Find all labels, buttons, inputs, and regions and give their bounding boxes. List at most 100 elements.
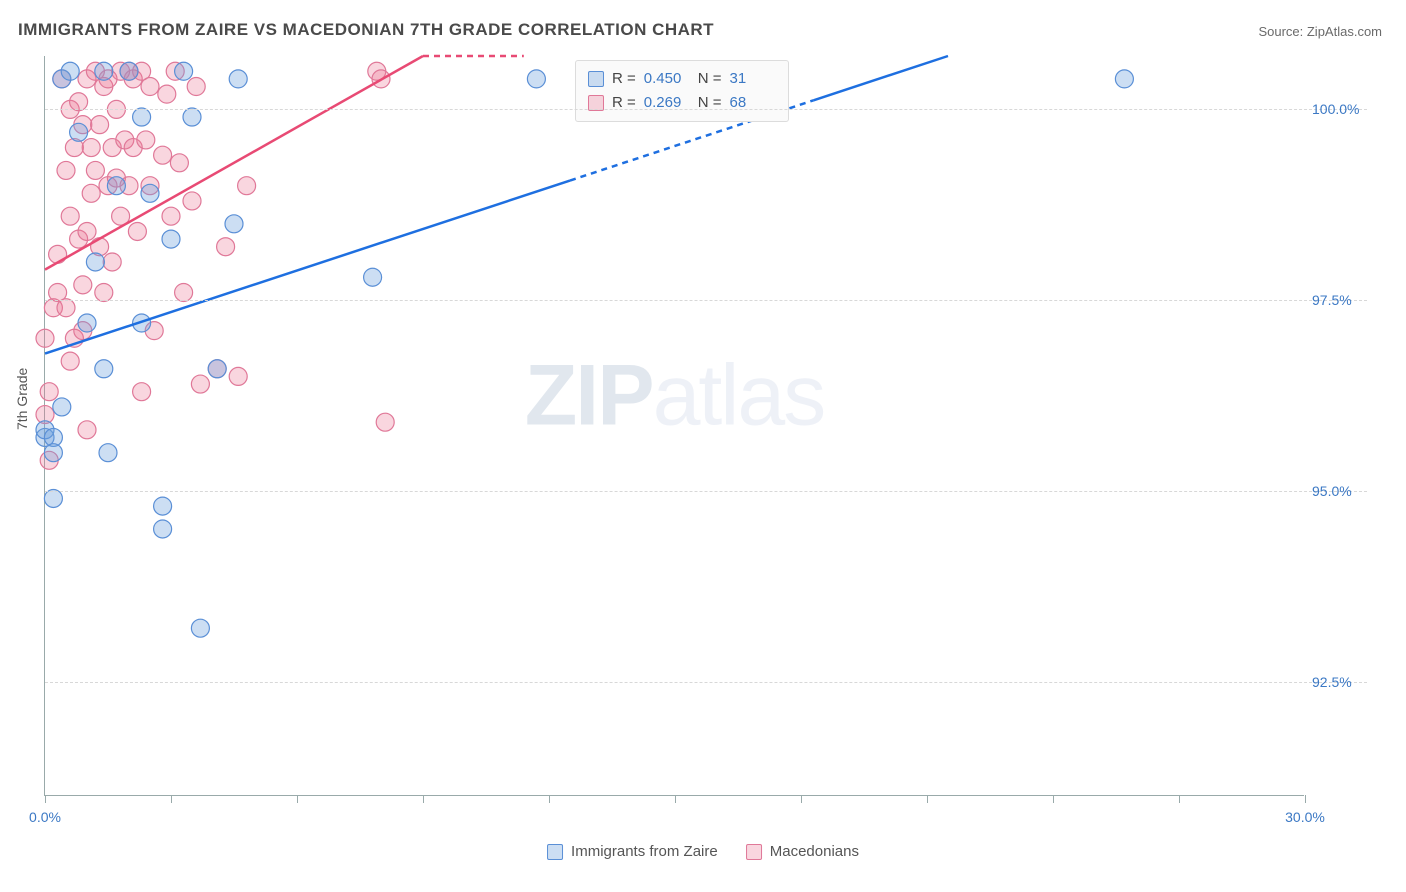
data-point: [133, 108, 151, 126]
x-tick-label: 30.0%: [1285, 809, 1325, 825]
data-point: [175, 283, 193, 301]
trend-line: [814, 56, 948, 100]
data-point: [82, 139, 100, 157]
data-point: [70, 123, 88, 141]
r-value: 0.269: [644, 91, 690, 115]
data-point: [175, 62, 193, 80]
data-point: [191, 375, 209, 393]
data-point: [162, 207, 180, 225]
n-value: 31: [730, 67, 776, 91]
data-point: [95, 283, 113, 301]
legend-swatch: [746, 844, 762, 860]
y-tick-label: 100.0%: [1312, 101, 1392, 117]
data-point: [40, 383, 58, 401]
series-label: Macedonians: [770, 843, 859, 860]
data-point: [57, 161, 75, 179]
data-point: [183, 192, 201, 210]
data-point: [99, 444, 117, 462]
x-tick: [45, 795, 46, 803]
source-label: Source: ZipAtlas.com: [1258, 24, 1382, 39]
y-tick-label: 92.5%: [1312, 674, 1392, 690]
y-tick-label: 97.5%: [1312, 292, 1392, 308]
data-point: [86, 161, 104, 179]
data-point: [78, 421, 96, 439]
n-label: N =: [698, 91, 722, 115]
data-point: [376, 413, 394, 431]
data-point: [208, 360, 226, 378]
data-point: [61, 352, 79, 370]
data-point: [95, 62, 113, 80]
data-point: [103, 253, 121, 271]
y-tick-label: 95.0%: [1312, 483, 1392, 499]
x-tick: [1305, 795, 1306, 803]
data-point: [187, 78, 205, 96]
data-point: [49, 245, 67, 263]
n-value: 68: [730, 91, 776, 115]
data-point: [61, 207, 79, 225]
data-point: [107, 177, 125, 195]
plot-area: ZIPatlas R =0.450N =31R =0.269N =68 92.5…: [44, 56, 1304, 796]
stats-legend-row: R = 0.269 N = 68: [588, 91, 776, 115]
data-point: [78, 222, 96, 240]
gridline: [45, 300, 1367, 301]
data-point: [95, 360, 113, 378]
data-point: [229, 70, 247, 88]
data-point: [191, 619, 209, 637]
data-point: [364, 268, 382, 286]
data-point: [217, 238, 235, 256]
legend-swatch: [588, 71, 604, 87]
data-point: [1115, 70, 1133, 88]
gridline: [45, 491, 1367, 492]
data-point: [154, 146, 172, 164]
x-tick: [423, 795, 424, 803]
data-point: [170, 154, 188, 172]
data-point: [225, 215, 243, 233]
data-point: [53, 398, 71, 416]
stats-legend: R = 0.450 N = 31 R = 0.269 N = 68: [575, 60, 789, 122]
bottom-legend-item: Immigrants from Zaire: [547, 843, 718, 860]
x-tick: [297, 795, 298, 803]
data-point: [128, 222, 146, 240]
legend-swatch: [547, 844, 563, 860]
data-point: [120, 62, 138, 80]
data-point: [78, 314, 96, 332]
r-label: R =: [612, 91, 636, 115]
gridline: [45, 682, 1367, 683]
data-point: [141, 184, 159, 202]
trend-line: [45, 181, 570, 354]
n-label: N =: [698, 67, 722, 91]
x-tick: [1179, 795, 1180, 803]
scatter-svg: [45, 56, 1304, 795]
bottom-legend: Immigrants from Zaire Macedonians: [547, 843, 859, 860]
data-point: [91, 116, 109, 134]
data-point: [154, 497, 172, 515]
stats-legend-row: R = 0.450 N = 31: [588, 67, 776, 91]
data-point: [82, 184, 100, 202]
x-tick: [171, 795, 172, 803]
bottom-legend-item: Macedonians: [746, 843, 859, 860]
data-point: [44, 489, 62, 507]
data-point: [133, 383, 151, 401]
data-point: [229, 367, 247, 385]
y-axis-label: 7th Grade: [14, 368, 30, 430]
x-tick-label: 0.0%: [29, 809, 61, 825]
data-point: [162, 230, 180, 248]
x-tick: [675, 795, 676, 803]
r-label: R =: [612, 67, 636, 91]
data-point: [70, 93, 88, 111]
r-value: 0.450: [644, 67, 690, 91]
data-point: [44, 444, 62, 462]
x-tick: [927, 795, 928, 803]
data-point: [158, 85, 176, 103]
data-point: [137, 131, 155, 149]
data-point: [154, 520, 172, 538]
data-point: [61, 62, 79, 80]
data-point: [141, 78, 159, 96]
gridline: [45, 109, 1367, 110]
data-point: [57, 299, 75, 317]
data-point: [238, 177, 256, 195]
series-label: Immigrants from Zaire: [571, 843, 718, 860]
chart-title: IMMIGRANTS FROM ZAIRE VS MACEDONIAN 7TH …: [18, 20, 714, 40]
data-point: [183, 108, 201, 126]
data-point: [86, 253, 104, 271]
